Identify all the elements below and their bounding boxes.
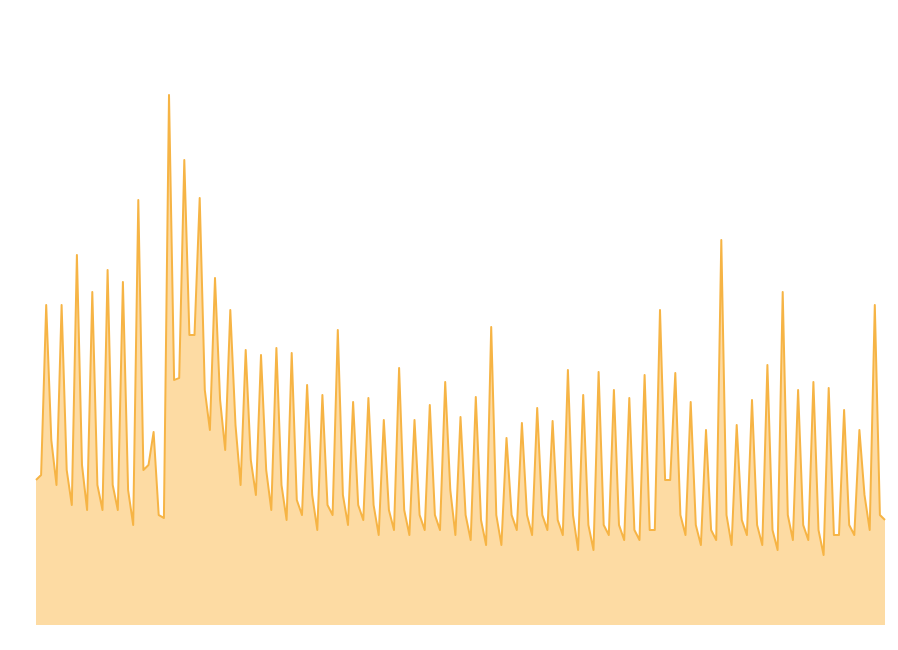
area-line [35,94,886,556]
area-fill [36,95,885,625]
